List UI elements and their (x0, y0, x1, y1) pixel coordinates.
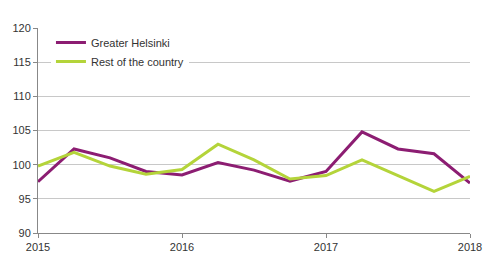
svg-text:2018: 2018 (458, 241, 482, 253)
svg-text:2016: 2016 (170, 241, 194, 253)
svg-text:95: 95 (19, 193, 31, 205)
svg-text:Rest of the country: Rest of the country (91, 56, 184, 68)
svg-text:Greater Helsinki: Greater Helsinki (91, 37, 170, 49)
svg-text:2015: 2015 (26, 241, 50, 253)
svg-text:90: 90 (19, 227, 31, 239)
svg-text:120: 120 (12, 22, 30, 34)
svg-text:115: 115 (13, 56, 31, 68)
svg-text:100: 100 (12, 159, 30, 171)
svg-text:105: 105 (12, 124, 30, 136)
svg-text:2017: 2017 (314, 241, 338, 253)
svg-text:110: 110 (13, 90, 31, 102)
